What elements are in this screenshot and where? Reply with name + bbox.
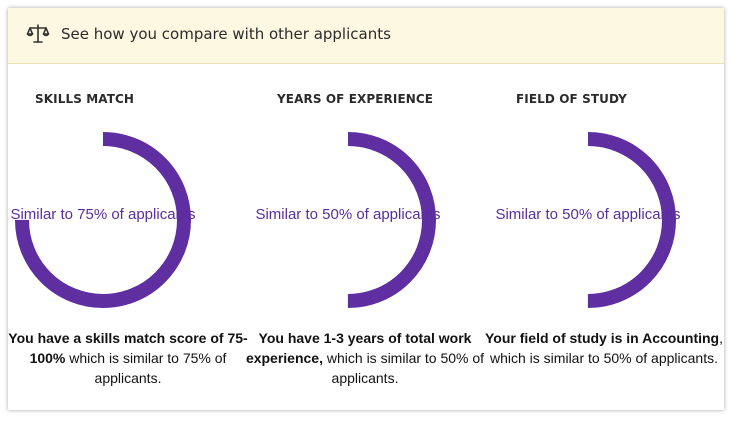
comparison-banner: See how you compare with other applicant… — [8, 8, 724, 64]
field-of-study-title: FIELD OF STUDY — [516, 92, 627, 106]
experience-ring — [260, 132, 436, 308]
banner-title: See how you compare with other applicant… — [61, 25, 391, 43]
experience-description: You have 1-3 years of total work experie… — [245, 328, 485, 388]
skills-match-ring-label: Similar to 75% of applicants — [10, 206, 196, 223]
experience-ring-arc — [260, 132, 436, 308]
skills-match-title: SKILLS MATCH — [35, 92, 135, 106]
skills-match-section: SKILLS MATCH Similar to 75% of applicant… — [8, 92, 248, 410]
field-of-study-description: Your field of study is in Accounting, wh… — [484, 328, 724, 368]
skills-match-description-bold: You have a skills match score of 75-100% — [8, 330, 248, 366]
experience-title: YEARS OF EXPERIENCE — [277, 92, 434, 106]
experience-description-rest: which is similar to 50% of applicants. — [323, 350, 485, 386]
experience-ring-label: Similar to 50% of applicants — [255, 206, 441, 223]
experience-section: YEARS OF EXPERIENCE Similar to 50% of ap… — [246, 92, 490, 410]
field-of-study-ring-label: Similar to 50% of applicants — [495, 206, 681, 223]
field-of-study-description-bold: Your field of study is in Accounting — [484, 330, 720, 346]
skills-match-ring — [15, 132, 191, 308]
field-of-study-description-rest: , which is similar to 50% of applicants. — [490, 330, 723, 366]
field-of-study-ring — [500, 132, 676, 308]
skills-match-description: You have a skills match score of 75-100%… — [8, 328, 248, 388]
experience-description-bold: You have 1-3 years of total work experie… — [245, 330, 472, 366]
comparison-card: See how you compare with other applicant… — [8, 8, 724, 410]
skills-match-description-rest: which is similar to 75% of applicants. — [65, 350, 227, 386]
skills-match-ring-arc — [15, 132, 191, 308]
field-of-study-section: FIELD OF STUDY Similar to 50% of applica… — [485, 92, 724, 410]
field-of-study-ring-arc — [500, 132, 676, 308]
scale-icon — [26, 24, 50, 43]
